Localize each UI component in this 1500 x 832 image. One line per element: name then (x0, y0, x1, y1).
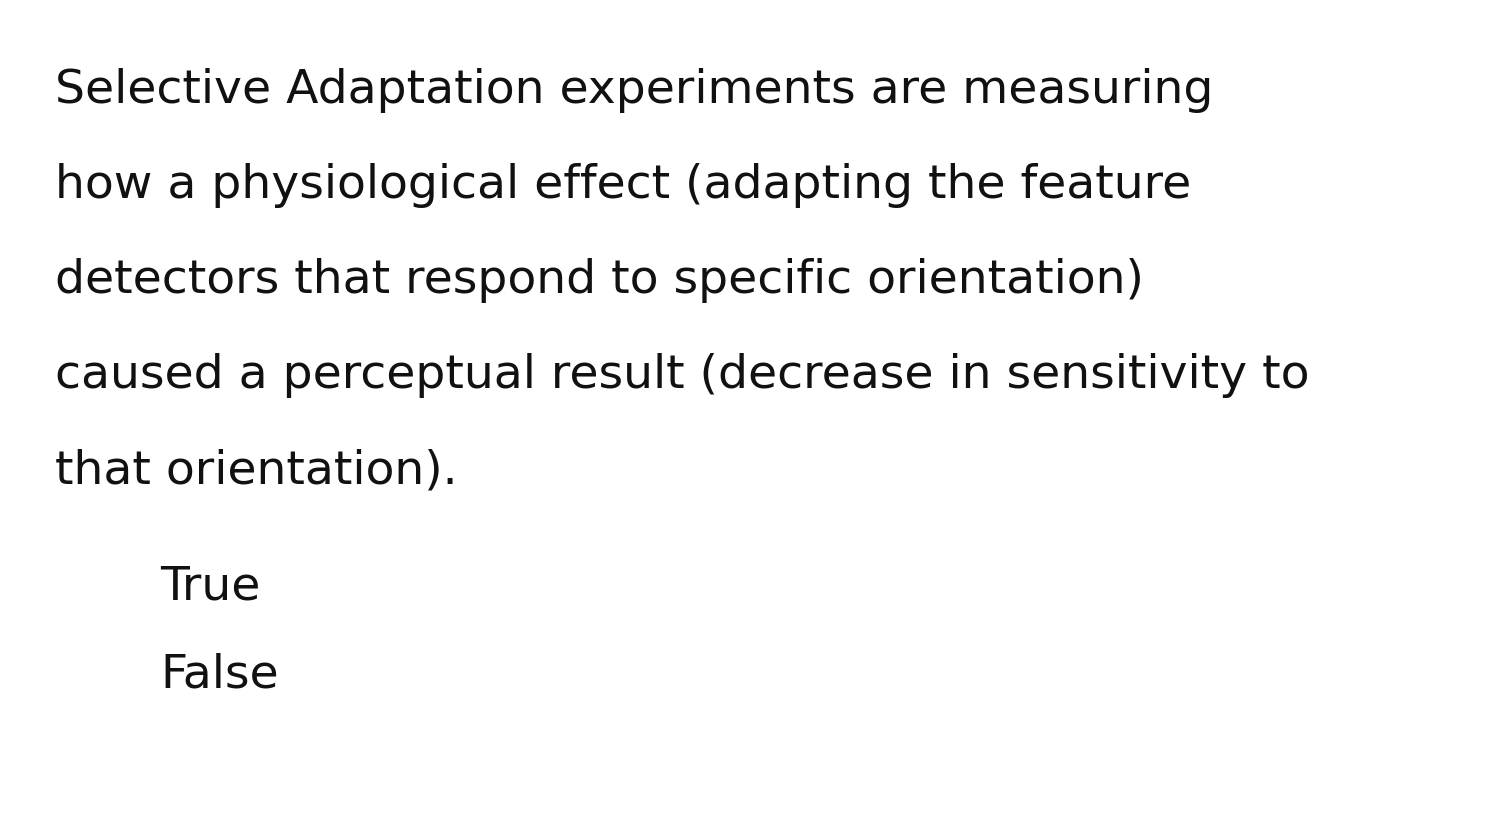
Text: detectors that respond to specific orientation): detectors that respond to specific orien… (56, 258, 1144, 303)
Text: False: False (160, 653, 279, 698)
Text: True: True (160, 565, 261, 610)
Text: that orientation).: that orientation). (56, 448, 458, 493)
Text: caused a perceptual result (decrease in sensitivity to: caused a perceptual result (decrease in … (56, 353, 1310, 398)
Text: how a physiological effect (adapting the feature: how a physiological effect (adapting the… (56, 163, 1191, 208)
Text: Selective Adaptation experiments are measuring: Selective Adaptation experiments are mea… (56, 68, 1214, 113)
